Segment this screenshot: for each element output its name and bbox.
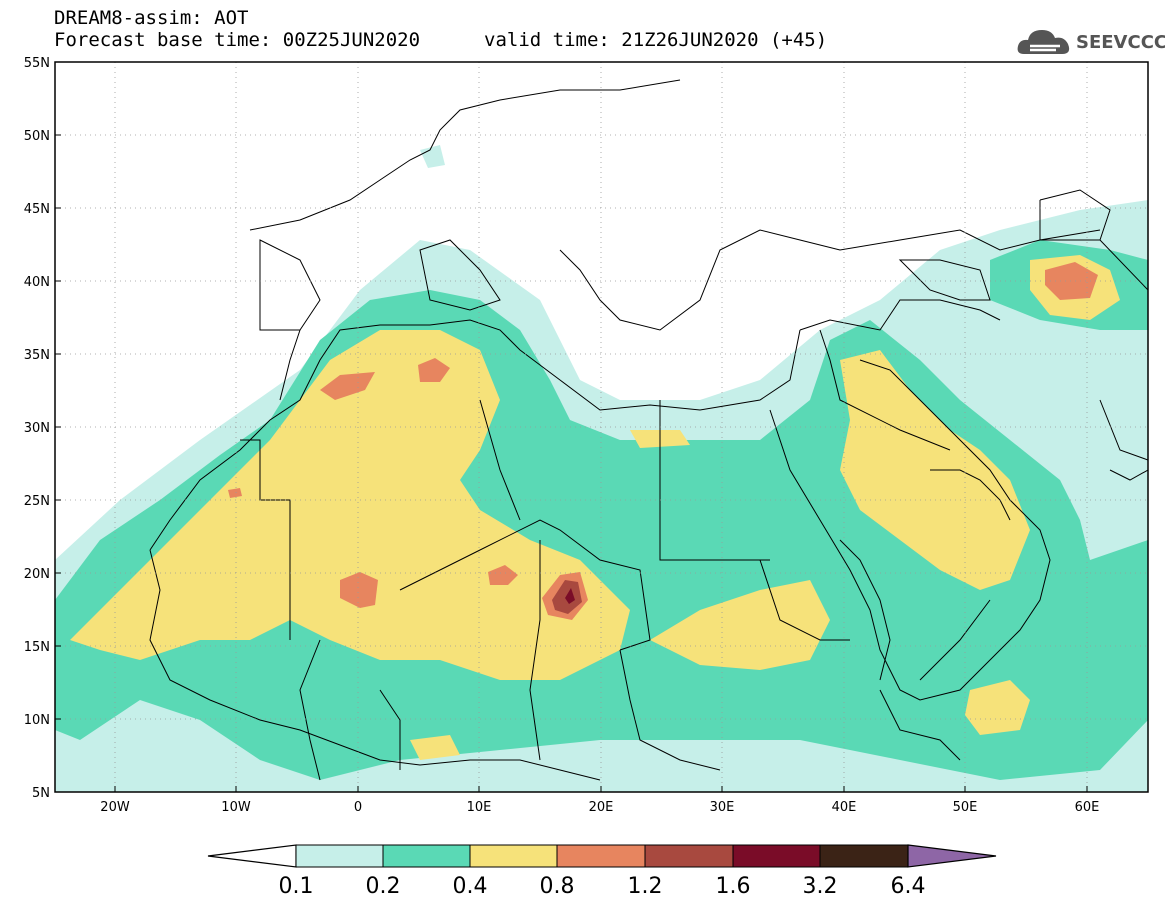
axis-ticks [55,61,1088,792]
valid-time: valid time: 21Z26JUN2020 (+45) [484,29,828,51]
colorbar-swatch [819,844,909,868]
longitude-labels: 20W 10W 0 10E 20E 30E 40E 50E 60E [100,800,1099,815]
lat-label: 10N [24,713,50,728]
colorbar-label: 1.6 [716,874,751,899]
lon-label: 50E [953,800,978,815]
lat-label: 40N [24,275,50,290]
colorbar-swatch [295,844,384,868]
aot-field [55,145,1148,792]
lon-label: 30E [710,800,735,815]
cloud-icon [1017,30,1070,54]
colorbar-labels: 0.1 0.2 0.4 0.8 1.2 1.6 3.2 6.4 [279,874,926,899]
colorbar-swatch [469,844,558,868]
lon-label: 10E [467,800,492,815]
lon-label: 20W [100,800,130,815]
lat-label: 50N [24,129,50,144]
colorbar-swatch [732,844,821,868]
logo-text: SEEVCCC [1076,32,1165,53]
lat-label: 30N [24,421,50,436]
colorbar-label: 0.4 [453,874,488,899]
colorbar-swatch [382,844,471,868]
aot-level-1.6 [565,588,575,604]
forecast-base-time: Forecast base time: 00Z25JUN2020 [54,29,421,51]
lon-label: 0 [354,800,362,815]
latitude-labels: 55N 50N 45N 40N 35N 30N 25N 20N 15N 10N … [24,56,50,801]
lat-label: 5N [32,786,50,801]
lat-label: 35N [24,348,50,363]
lon-label: 10W [221,800,251,815]
colorbar-label: 0.8 [540,874,575,899]
lat-label: 20N [24,567,50,582]
lat-label: 45N [24,202,50,217]
colorbar-low-arrow [207,844,297,868]
colorbar-label: 3.2 [803,874,838,899]
lon-label: 60E [1075,800,1100,815]
aot-level-0.4 [70,255,1120,760]
colorbar-label: 0.2 [366,874,401,899]
colorbar-label: 6.4 [891,874,926,899]
gridlines [55,62,1148,792]
seevccc-logo: SEEVCCC [1016,24,1165,60]
colorbar-swatch [644,844,734,868]
map-title: DREAM8-assim: AOT [54,7,249,29]
lat-label: 15N [24,640,50,655]
colorbar-label: 1.2 [628,874,663,899]
lon-label: 40E [832,800,857,815]
colorbar-swatch [556,844,646,868]
colorbar [207,844,997,868]
lat-label: 25N [24,494,50,509]
lat-label: 55N [24,56,50,71]
lon-label: 20E [589,800,614,815]
colorbar-high-arrow [907,844,997,868]
colorbar-label: 0.1 [279,874,314,899]
coastlines [149,79,1148,781]
